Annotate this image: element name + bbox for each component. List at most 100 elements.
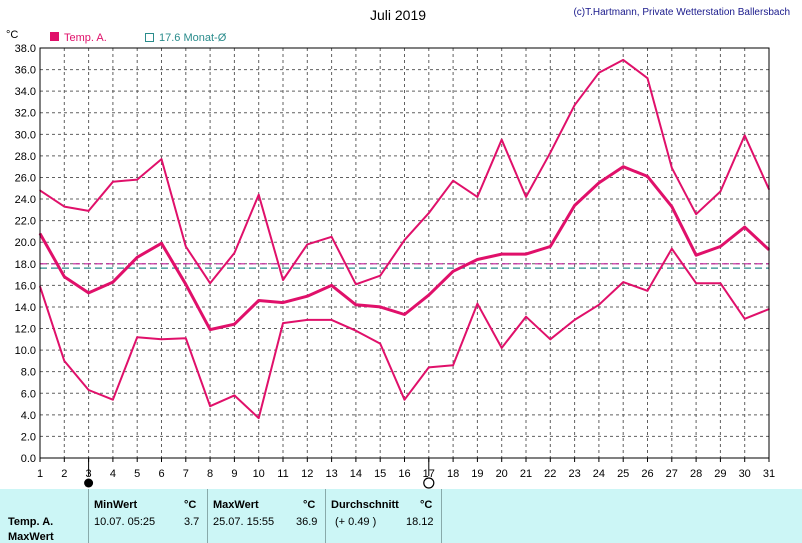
x-tick-label: 1	[37, 468, 43, 480]
x-tick-label: 12	[301, 468, 313, 480]
x-tick-label: 14	[350, 468, 362, 480]
y-tick-label: 4.0	[21, 410, 36, 422]
legend-temp-swatch	[50, 32, 59, 41]
x-tick-label: 18	[447, 468, 459, 480]
data-point-max	[282, 279, 284, 281]
data-point-mean	[646, 175, 649, 178]
data-point-mean	[209, 328, 211, 331]
avg-delta: (+ 0.49 )	[335, 516, 377, 528]
data-point-min	[160, 338, 163, 341]
x-tick-label: 10	[253, 468, 265, 480]
data-point-mean	[330, 284, 333, 287]
data-point-max	[622, 59, 624, 61]
data-point-max	[743, 134, 746, 137]
data-point-max	[549, 151, 552, 154]
x-tick-label: 20	[496, 468, 508, 480]
data-point-mean	[233, 323, 236, 326]
legend-avg-label: 17.6 Monat-Ø	[159, 32, 227, 44]
data-point-max	[112, 180, 114, 183]
data-point-min	[646, 289, 649, 292]
data-point-max	[379, 274, 382, 277]
data-point-min	[282, 322, 284, 324]
data-point-mean	[622, 165, 624, 168]
data-point-max	[257, 193, 260, 196]
data-point-max	[598, 72, 600, 74]
data-point-min	[379, 342, 382, 345]
plot-frame	[39, 47, 770, 459]
x-tick-label: 31	[763, 468, 775, 480]
x-tick-label: 11	[277, 468, 288, 480]
data-point-max	[452, 179, 454, 182]
y-tick-label: 24.0	[15, 194, 36, 206]
data-point-min	[209, 405, 211, 408]
data-point-max	[403, 239, 406, 241]
x-tick-label: 4	[110, 468, 116, 480]
data-point-mean	[355, 303, 357, 306]
data-point-min	[63, 360, 66, 362]
data-point-min	[136, 336, 138, 338]
x-tick-label: 5	[134, 468, 140, 480]
data-point-max	[428, 212, 430, 214]
data-point-min	[525, 315, 527, 318]
data-point-max	[355, 283, 357, 286]
data-point-max	[63, 205, 66, 208]
y-tick-label: 22.0	[15, 216, 36, 228]
data-point-mean	[185, 283, 187, 286]
max-unit: °C	[303, 499, 316, 511]
x-tick-label: 26	[641, 468, 653, 480]
max-header: MaxWert	[213, 499, 259, 511]
y-tick-label: 8.0	[21, 367, 36, 379]
data-point-min	[330, 319, 333, 321]
y-tick-label: 36.0	[15, 65, 36, 77]
footer-row-label-2: MaxWert	[8, 531, 54, 543]
data-point-min	[87, 389, 90, 391]
data-point-max	[330, 236, 333, 238]
x-tick-label: 9	[231, 468, 237, 480]
chart-title: Juli 2019	[370, 7, 426, 23]
x-tick-label: 21	[520, 468, 532, 480]
data-point-mean	[573, 204, 576, 207]
avg-header: Durchschnitt	[331, 499, 399, 511]
data-point-mean	[598, 182, 600, 184]
data-point-max	[233, 252, 236, 254]
data-point-max	[476, 196, 479, 198]
data-point-min	[695, 282, 697, 285]
data-point-mean	[452, 270, 454, 273]
x-tick-label: 24	[593, 468, 605, 480]
legend-temp-label: Temp. A.	[64, 32, 107, 44]
data-point-min	[549, 338, 552, 341]
avg-unit: °C	[420, 499, 433, 511]
y-tick-label: 32.0	[15, 108, 36, 120]
data-point-min	[428, 366, 430, 369]
data-point-min	[257, 417, 260, 419]
y-tick-label: 16.0	[15, 280, 36, 292]
data-point-max	[646, 77, 649, 80]
y-tick-label: 12.0	[15, 324, 36, 336]
data-point-mean	[500, 253, 503, 255]
data-point-min	[573, 319, 576, 321]
x-tick-label: 19	[471, 468, 483, 480]
data-point-mean	[525, 253, 527, 255]
data-point-min	[598, 303, 600, 306]
x-tick-label: 30	[739, 468, 751, 480]
y-tick-label: 14.0	[15, 302, 36, 314]
data-point-max	[306, 243, 309, 246]
x-tick-label: 29	[714, 468, 726, 480]
y-axis-ticks: 0.0 2.0 4.0 6.0 8.0 10.0 12.0 14.0 16.0 18.0 20.0 2…	[15, 43, 36, 465]
data-point-mean	[428, 294, 430, 296]
data-point-mean	[282, 301, 284, 304]
min-time: 10.07. 05:25	[94, 516, 156, 528]
data-point-mean	[136, 256, 138, 259]
data-point-mean	[549, 245, 552, 248]
divider	[325, 489, 326, 543]
data-point-min	[112, 398, 114, 401]
divider	[207, 489, 208, 543]
data-point-min	[452, 364, 454, 367]
data-point-max	[185, 245, 187, 248]
data-point-max	[160, 158, 163, 160]
x-tick-label: 8	[207, 468, 213, 480]
x-tick-label: 25	[617, 468, 629, 480]
y-unit-label: °C	[6, 29, 18, 41]
y-tick-label: 26.0	[15, 172, 36, 184]
data-point-min	[403, 398, 406, 401]
